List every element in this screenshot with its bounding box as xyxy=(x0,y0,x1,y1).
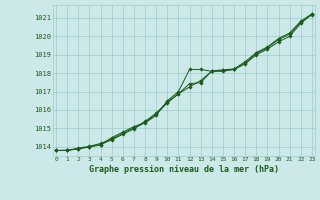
X-axis label: Graphe pression niveau de la mer (hPa): Graphe pression niveau de la mer (hPa) xyxy=(89,165,279,174)
